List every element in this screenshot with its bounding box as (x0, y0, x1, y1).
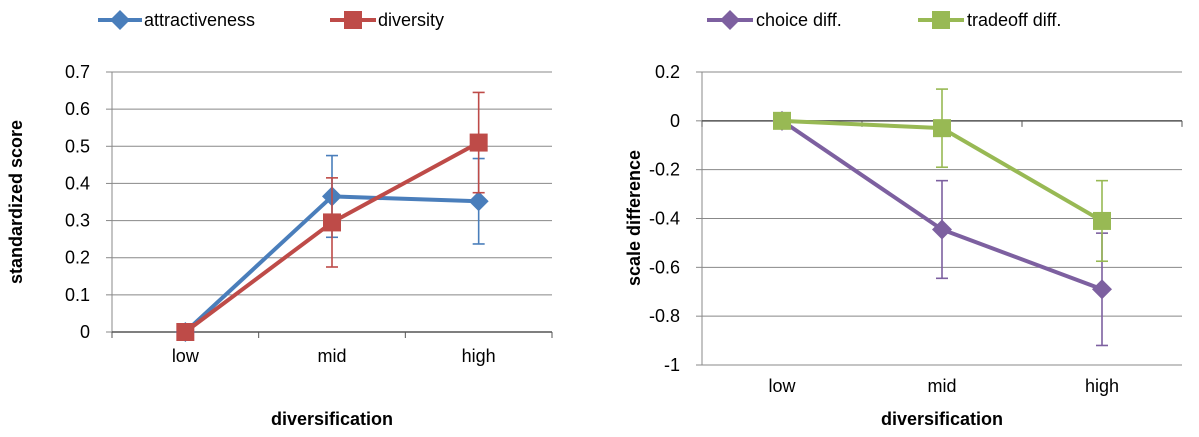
x-axis-title: diversification (881, 409, 1003, 429)
legend-entry: attractiveness (98, 10, 255, 30)
legend-label: diversity (378, 10, 444, 30)
x-tick-label: low (172, 346, 200, 366)
chart-2: -1 -0.8 -0.6 -0.4 -0.2 0 0.2 low mid high diversif… (624, 10, 1183, 429)
y-tick-label: -0.6 (649, 257, 680, 277)
x-tick-label: mid (927, 376, 956, 396)
data-point (932, 219, 952, 240)
legend-marker (344, 11, 362, 29)
x-tick-label: low (768, 376, 796, 396)
x-tick-label: mid (317, 346, 346, 366)
y-tick-label: -0.2 (649, 160, 680, 180)
data-point (468, 191, 489, 212)
y-tick-label: 0.6 (65, 99, 90, 119)
x-tick-label: high (462, 346, 496, 366)
data-point (323, 213, 341, 232)
y-axis-title: scale difference (624, 150, 644, 286)
y-tick-label: -1 (664, 355, 680, 375)
y-tick-label: 0.1 (65, 285, 90, 305)
legend-entry: tradeoff diff. (918, 10, 1061, 30)
chart-1: 0 0.1 0.2 0.3 0.4 0.5 0.6 0.7 low mid high diversif… (6, 10, 553, 429)
data-point (469, 133, 488, 152)
y-tick-label: 0.3 (65, 211, 90, 231)
data-point (1093, 211, 1111, 230)
y-tick-label: 0.4 (65, 173, 90, 193)
y-tick-label: -0.8 (649, 306, 680, 326)
y-tick-label: 0.7 (65, 62, 90, 82)
data-point (1092, 279, 1112, 300)
series-diversity (176, 91, 488, 341)
series-tradeoff diff. (773, 88, 1111, 263)
y-axis-title: standardized score (6, 120, 26, 284)
x-tick-label: high (1085, 376, 1119, 396)
y-tick-label: 0 (80, 322, 90, 342)
legend-label: attractiveness (144, 10, 255, 30)
y-tick-label: 0.2 (65, 248, 90, 268)
data-point (773, 111, 791, 130)
y-tick-label: 0.5 (65, 136, 90, 156)
legend-entry: choice diff. (707, 10, 842, 30)
legend-label: tradeoff diff. (967, 10, 1061, 30)
legend-marker (720, 10, 740, 30)
y-tick-label: -0.4 (649, 209, 680, 229)
y-tick-label: 0 (670, 111, 680, 131)
data-point (176, 323, 195, 341)
x-axis-title: diversification (271, 409, 393, 429)
legend-label: choice diff. (756, 10, 842, 30)
data-point (933, 119, 951, 138)
legend-marker (110, 10, 130, 30)
y-tick-label: 0.2 (655, 62, 680, 82)
legend-marker (932, 11, 950, 29)
legend-entry: diversity (330, 10, 444, 30)
